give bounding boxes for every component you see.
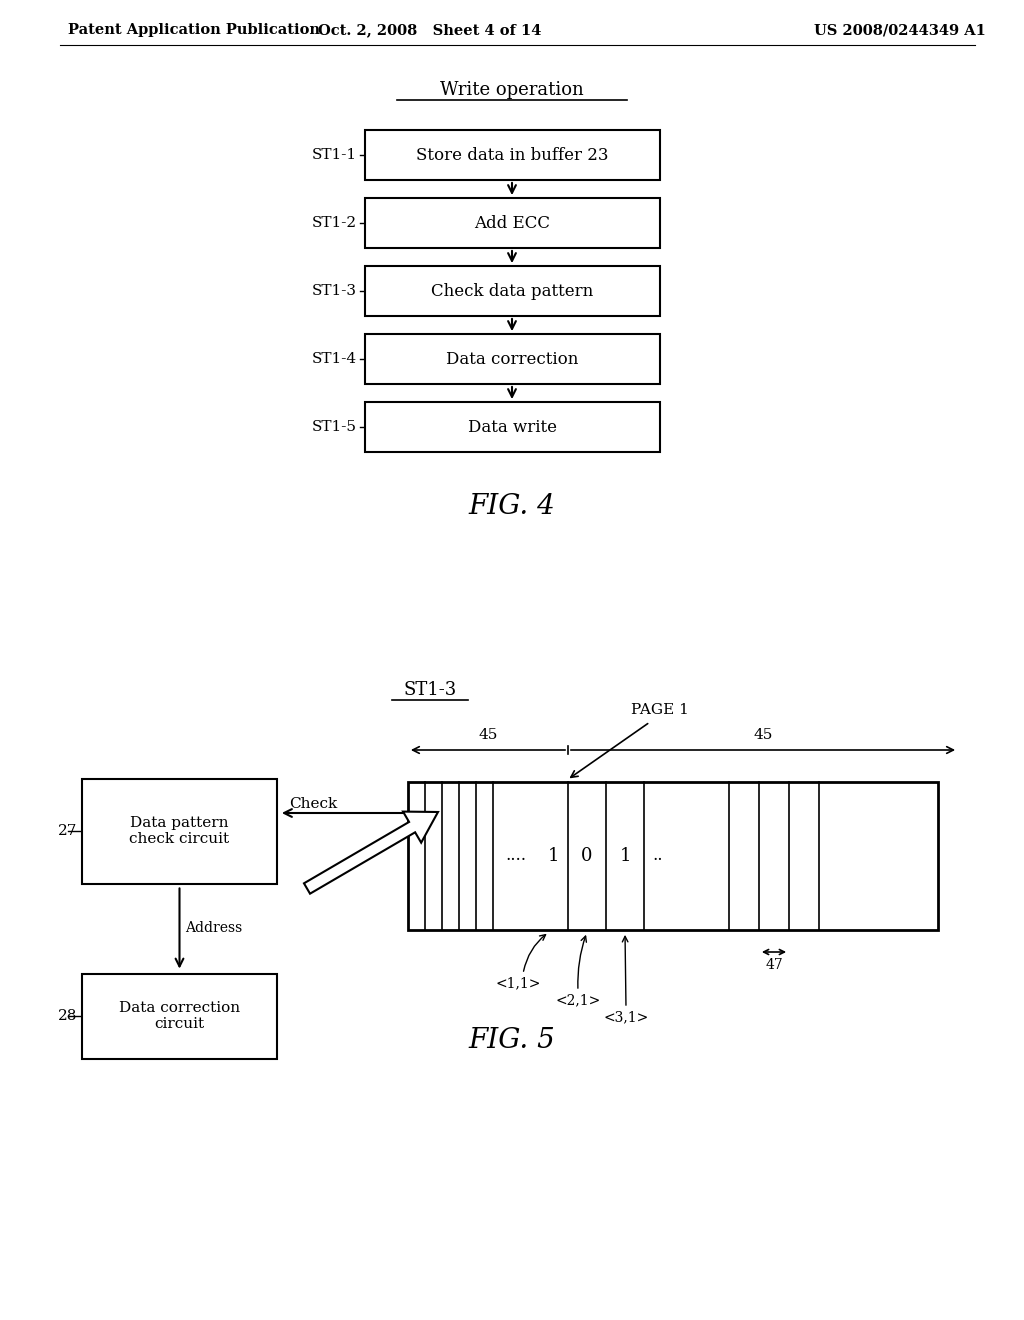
Text: Data correction: Data correction bbox=[445, 351, 579, 367]
Text: ST1-5: ST1-5 bbox=[311, 420, 356, 434]
Text: 1: 1 bbox=[620, 847, 631, 865]
Text: FIG. 5: FIG. 5 bbox=[469, 1027, 555, 1053]
FancyBboxPatch shape bbox=[365, 403, 659, 451]
Text: ST1-1: ST1-1 bbox=[311, 148, 356, 162]
Text: <3,1>: <3,1> bbox=[603, 1010, 648, 1024]
Text: Address: Address bbox=[185, 921, 243, 936]
Text: Data pattern
check circuit: Data pattern check circuit bbox=[129, 816, 229, 846]
FancyBboxPatch shape bbox=[408, 781, 938, 931]
Text: Data write: Data write bbox=[468, 418, 556, 436]
Text: Check: Check bbox=[289, 797, 337, 810]
Text: ..: .. bbox=[652, 847, 663, 865]
FancyBboxPatch shape bbox=[82, 779, 278, 883]
Text: ST1-4: ST1-4 bbox=[311, 352, 356, 366]
Text: Patent Application Publication: Patent Application Publication bbox=[68, 22, 319, 37]
Text: 0: 0 bbox=[582, 847, 593, 865]
Text: FIG. 4: FIG. 4 bbox=[469, 494, 555, 520]
Text: 1: 1 bbox=[548, 847, 560, 865]
Text: 28: 28 bbox=[57, 1008, 77, 1023]
Text: 47: 47 bbox=[765, 958, 783, 972]
Text: Write operation: Write operation bbox=[440, 81, 584, 99]
Text: ST1-3: ST1-3 bbox=[403, 681, 457, 700]
Text: <2,1>: <2,1> bbox=[555, 993, 601, 1007]
Polygon shape bbox=[304, 812, 438, 894]
Text: ST1-2: ST1-2 bbox=[311, 216, 356, 230]
Text: 45: 45 bbox=[754, 729, 773, 742]
FancyBboxPatch shape bbox=[82, 974, 278, 1059]
Text: Check data pattern: Check data pattern bbox=[431, 282, 593, 300]
Text: ST1-3: ST1-3 bbox=[311, 284, 356, 298]
Text: US 2008/0244349 A1: US 2008/0244349 A1 bbox=[814, 22, 986, 37]
Text: ....: .... bbox=[505, 847, 526, 865]
Text: <1,1>: <1,1> bbox=[496, 975, 541, 990]
Text: Oct. 2, 2008   Sheet 4 of 14: Oct. 2, 2008 Sheet 4 of 14 bbox=[318, 22, 542, 37]
Text: Store data in buffer 23: Store data in buffer 23 bbox=[416, 147, 608, 164]
Text: PAGE 1: PAGE 1 bbox=[631, 704, 689, 717]
FancyBboxPatch shape bbox=[365, 334, 659, 384]
Text: Data correction
circuit: Data correction circuit bbox=[119, 1001, 240, 1031]
FancyBboxPatch shape bbox=[365, 129, 659, 180]
FancyBboxPatch shape bbox=[365, 267, 659, 315]
Text: 27: 27 bbox=[57, 824, 77, 838]
Text: Add ECC: Add ECC bbox=[474, 214, 550, 231]
Text: 45: 45 bbox=[478, 729, 498, 742]
FancyBboxPatch shape bbox=[365, 198, 659, 248]
